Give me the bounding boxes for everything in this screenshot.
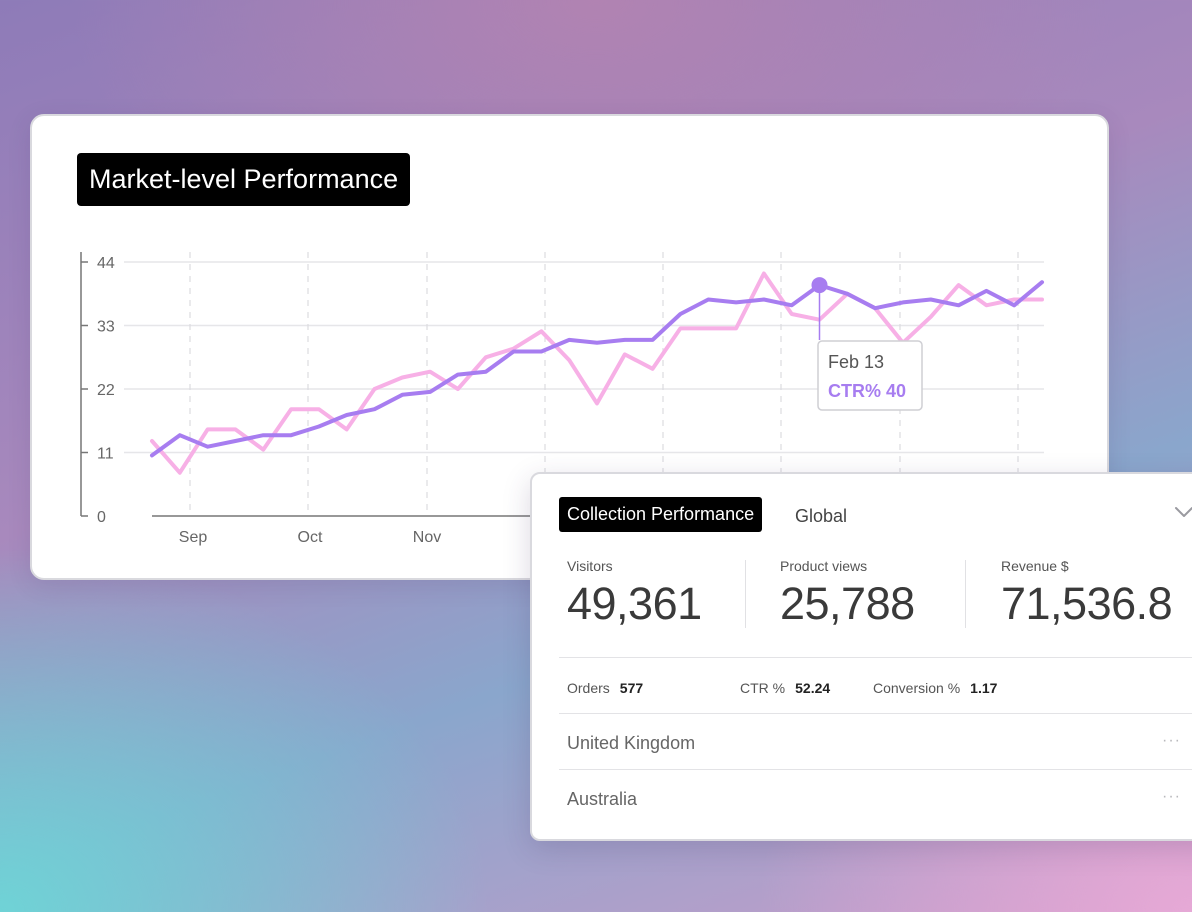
y-tick-label: 0 (97, 509, 106, 526)
chevron-down-icon[interactable] (1172, 500, 1192, 524)
stat-label: Conversion % (873, 680, 961, 696)
metric-value: 25,788 (780, 578, 915, 629)
x-tick-label: Sep (179, 529, 208, 546)
metric-value: 49,361 (567, 578, 702, 629)
region-row-australia[interactable]: Australia (567, 789, 638, 809)
stat-label: CTR % (740, 680, 786, 696)
highlight-point[interactable] (811, 277, 828, 294)
y-tick-label: 44 (97, 255, 115, 272)
y-tick-label: 22 (97, 382, 115, 399)
metric-product-views: Product views 25,788 (780, 558, 915, 630)
x-tick-label: Nov (413, 529, 441, 546)
collection-performance-card: Collection Performance Global Visitors 4… (530, 472, 1192, 841)
metric-divider (965, 560, 966, 628)
divider (559, 769, 1192, 770)
x-tick-label: Oct (298, 529, 323, 546)
stat-label: Orders (567, 680, 610, 696)
more-options-icon[interactable]: ··· (1162, 732, 1181, 749)
more-options-icon[interactable]: ··· (1162, 788, 1181, 805)
tooltip-box (817, 340, 923, 411)
stat-value: 577 (619, 680, 644, 696)
metric-revenue: Revenue $ 71,536.8 (1001, 558, 1173, 630)
tooltip-value: CTR% 40 (828, 381, 906, 401)
stat-orders: Orders 577 (567, 680, 643, 696)
metric-value: 71,536.8 (1001, 578, 1173, 629)
stat-ctr: CTR % 52.24 (740, 680, 830, 696)
y-tick-label: 33 (97, 319, 115, 336)
stat-value: 52.24 (795, 680, 831, 696)
metric-label: Product views (780, 558, 868, 574)
series-line-purple (150, 280, 1044, 458)
tooltip-date: Feb 13 (828, 352, 884, 372)
stat-value: 1.17 (970, 680, 998, 696)
y-tick-label: 11 (97, 446, 114, 463)
metric-visitors: Visitors 49,361 (567, 558, 702, 630)
scope-selector-value[interactable]: Global (795, 506, 848, 526)
market-title: Market-level Performance (77, 153, 411, 206)
region-row-united-kingdom[interactable]: United Kingdom (567, 733, 696, 753)
divider (559, 713, 1192, 714)
divider (559, 657, 1192, 658)
metric-label: Revenue $ (1001, 558, 1069, 574)
collection-title: Collection Performance (559, 497, 763, 532)
stat-conversion: Conversion % 1.17 (873, 680, 997, 696)
metric-label: Visitors (567, 558, 613, 574)
series-line-pink (150, 271, 1044, 475)
metric-divider (745, 560, 746, 628)
